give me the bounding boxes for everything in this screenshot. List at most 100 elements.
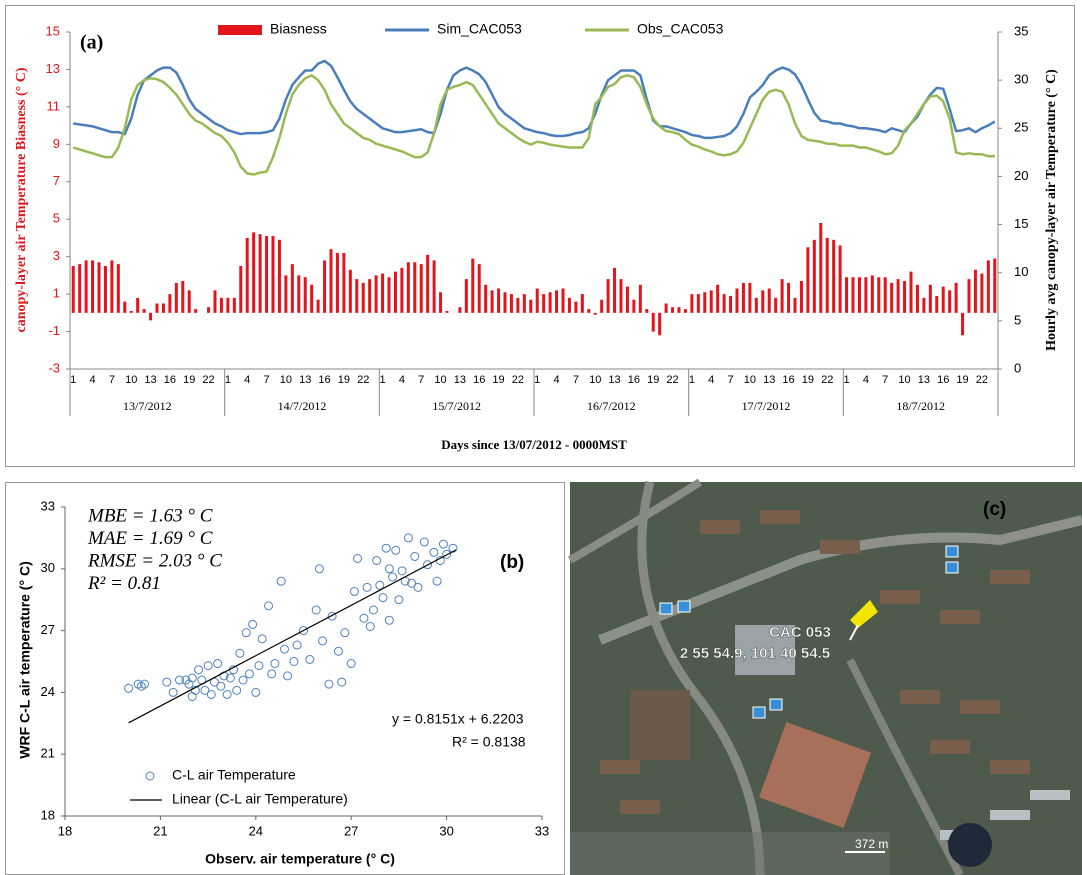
bar: [620, 279, 623, 313]
bar: [465, 279, 468, 313]
x-tick-label: 19: [802, 374, 814, 386]
bar: [658, 313, 661, 335]
bar: [336, 253, 339, 313]
bar: [156, 303, 159, 312]
x-tick-label: 16: [937, 374, 949, 386]
x-tick-label: 7: [727, 374, 733, 386]
x-tick-label: 10: [589, 374, 601, 386]
x-axis-title: Observ. air temperature (° C): [205, 851, 395, 867]
bar: [297, 275, 300, 312]
bar: [458, 307, 461, 313]
bar: [774, 298, 777, 313]
bar: [748, 283, 751, 313]
y-axis-title: canopy-layer air Temperature Biasness (°…: [14, 67, 29, 332]
map-image: [570, 482, 1082, 875]
bar: [149, 313, 152, 320]
bar: [523, 294, 526, 313]
bar: [323, 260, 326, 312]
bar: [407, 262, 410, 313]
bar: [626, 287, 629, 313]
bar: [291, 264, 294, 313]
bar: [433, 260, 436, 312]
x-tick-label: 13: [918, 374, 930, 386]
y-tick-label: 30: [41, 560, 55, 575]
bar: [168, 294, 171, 313]
bar: [85, 260, 88, 312]
x-tick-label: 33: [535, 823, 549, 838]
x-group-label: 18/7/2012: [896, 399, 945, 413]
bar: [368, 279, 371, 313]
bar: [968, 279, 971, 313]
bar: [91, 260, 94, 312]
bar: [852, 277, 855, 313]
bar: [471, 259, 474, 313]
bar: [684, 309, 687, 313]
y-tick-label: 15: [46, 23, 60, 38]
x-tick-label: 16: [473, 374, 485, 386]
y-tick-label: 9: [53, 136, 60, 151]
x-tick-label: 13: [608, 374, 620, 386]
bar: [581, 294, 584, 313]
bar: [246, 238, 249, 313]
bar: [123, 302, 126, 313]
y2-tick-label: 20: [1014, 168, 1028, 183]
bar: [813, 240, 816, 313]
bar: [394, 272, 397, 313]
bar: [272, 236, 275, 313]
figure: (a) (b) (c) CAC 053 2 55 54.9, 101 40 54…: [0, 0, 1082, 875]
bar: [890, 283, 893, 313]
panel-label: (b): [500, 552, 524, 573]
bar: [375, 275, 378, 312]
bar: [491, 290, 494, 312]
bar: [284, 275, 287, 312]
legend-label: Sim_CAC053: [437, 21, 522, 37]
bar: [239, 266, 242, 313]
bar: [529, 300, 532, 313]
bar: [703, 292, 706, 313]
bar: [645, 309, 648, 313]
y2-tick-label: 15: [1014, 216, 1028, 231]
bar: [478, 264, 481, 313]
x-tick-label: 22: [202, 374, 214, 386]
y-axis-title: WRF C-L air temperature (° C): [17, 561, 33, 758]
x-tick-label: 1: [843, 374, 849, 386]
bar: [549, 292, 552, 313]
x-tick-label: 7: [882, 374, 888, 386]
bar: [330, 249, 333, 313]
scale-label: 372 m: [855, 837, 888, 851]
bar: [761, 290, 764, 312]
x-tick-label: 22: [512, 374, 524, 386]
bar: [974, 270, 977, 313]
x-tick-label: 22: [976, 374, 988, 386]
bar: [864, 277, 867, 313]
x-tick-label: 24: [249, 823, 263, 838]
bar: [922, 298, 925, 313]
bar: [420, 264, 423, 313]
bar: [729, 296, 732, 313]
bar: [188, 290, 191, 312]
bar: [845, 277, 848, 313]
bar: [278, 240, 281, 313]
bar: [871, 275, 874, 312]
bar: [497, 288, 500, 312]
x-tick-label: 4: [863, 374, 869, 386]
y-tick-label: 24: [41, 684, 55, 699]
bar: [136, 298, 139, 313]
bar: [742, 283, 745, 313]
bar: [381, 274, 384, 313]
bar: [787, 283, 790, 313]
bar: [665, 303, 668, 312]
bar: [413, 262, 416, 313]
y2-tick-label: 10: [1014, 264, 1028, 279]
bar: [806, 247, 809, 313]
bar: [690, 294, 693, 313]
fit-equation: y = 0.8151x + 6.2203: [392, 711, 524, 727]
x-tick-label: 16: [628, 374, 640, 386]
bar: [710, 290, 713, 312]
x-tick-label: 18: [58, 823, 72, 838]
y-tick-label: 3: [53, 248, 60, 263]
bar: [632, 300, 635, 313]
bar: [839, 245, 842, 312]
x-tick-label: 30: [439, 823, 453, 838]
x-tick-label: 10: [434, 374, 446, 386]
